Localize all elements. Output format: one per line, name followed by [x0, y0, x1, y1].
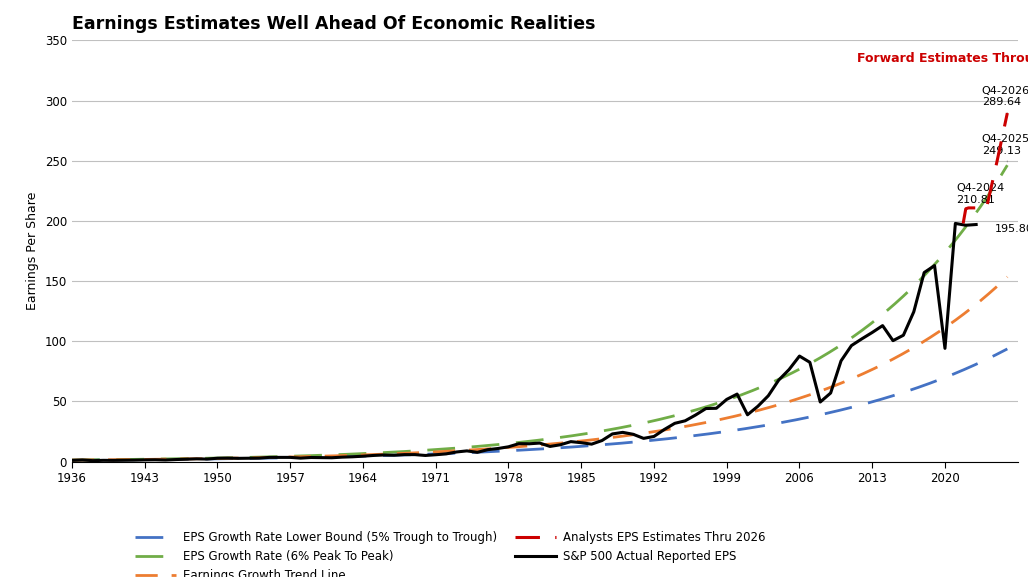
S&P 500 Actual Reported EPS [326, 454, 338, 461]
Earnings Growth Trend Line [1001, 273, 1014, 280]
Earnings Growth Trend Line [871, 364, 883, 370]
Line: S&P 500 Actual Reported EPS: S&P 500 Actual Reported EPS [72, 223, 977, 460]
Earnings Growth Trend Line [66, 456, 78, 463]
Line: Analysts EPS Estimates Thru 2026: Analysts EPS Estimates Thru 2026 [963, 113, 1007, 223]
EPS Growth Rate (6% Peak To Peak) [66, 456, 78, 463]
Text: 195.80: 195.80 [995, 224, 1028, 234]
EPS Growth Rate Lower Bound (5% Trough to Trough) [662, 435, 674, 442]
Text: Forward Estimates Through 2026: Forward Estimates Through 2026 [856, 52, 1028, 65]
S&P 500 Actual Reported EPS [783, 366, 796, 373]
EPS Growth Rate Lower Bound (5% Trough to Trough) [609, 440, 621, 447]
EPS Growth Rate (6% Peak To Peak) [871, 315, 883, 322]
Text: Q4-2026
289.64: Q4-2026 289.64 [982, 86, 1028, 113]
Analysts EPS Estimates Thru 2026 [957, 220, 969, 227]
EPS Growth Rate (6% Peak To Peak) [662, 414, 674, 421]
EPS Growth Rate (6% Peak To Peak) [775, 374, 787, 381]
Analysts EPS Estimates Thru 2026 [991, 158, 1003, 165]
Text: Earnings Estimates Well Ahead Of Economic Realities: Earnings Estimates Well Ahead Of Economi… [72, 15, 595, 33]
Earnings Growth Trend Line [775, 400, 787, 407]
EPS Growth Rate (6% Peak To Peak) [1001, 162, 1014, 168]
EPS Growth Rate (6% Peak To Peak) [633, 421, 646, 428]
S&P 500 Actual Reported EPS [523, 440, 536, 447]
Analysts EPS Estimates Thru 2026 [981, 204, 993, 211]
EPS Growth Rate Lower Bound (5% Trough to Trough) [775, 419, 787, 426]
Legend: EPS Growth Rate Lower Bound (5% Trough to Trough), EPS Growth Rate (6% Peak To P: EPS Growth Rate Lower Bound (5% Trough t… [130, 526, 771, 577]
Analysts EPS Estimates Thru 2026 [970, 204, 983, 211]
EPS Growth Rate Lower Bound (5% Trough to Trough) [66, 457, 78, 464]
Earnings Growth Trend Line [662, 426, 674, 433]
Earnings Growth Trend Line [609, 434, 621, 441]
Line: Earnings Growth Trend Line: Earnings Growth Trend Line [72, 277, 1007, 460]
Line: EPS Growth Rate Lower Bound (5% Trough to Trough): EPS Growth Rate Lower Bound (5% Trough t… [72, 349, 1007, 460]
EPS Growth Rate Lower Bound (5% Trough to Trough) [123, 456, 136, 463]
Text: Q4-2025
249.13: Q4-2025 249.13 [982, 134, 1028, 162]
Analysts EPS Estimates Thru 2026 [1001, 110, 1014, 117]
S&P 500 Actual Reported EPS [970, 221, 983, 228]
Earnings Growth Trend Line [123, 456, 136, 463]
S&P 500 Actual Reported EPS [336, 454, 348, 460]
S&P 500 Actual Reported EPS [86, 457, 99, 464]
Analysts EPS Estimates Thru 2026 [959, 205, 971, 212]
S&P 500 Actual Reported EPS [949, 220, 961, 227]
S&P 500 Actual Reported EPS [66, 457, 78, 464]
Line: EPS Growth Rate (6% Peak To Peak): EPS Growth Rate (6% Peak To Peak) [72, 165, 1007, 460]
EPS Growth Rate Lower Bound (5% Trough to Trough) [633, 438, 646, 445]
EPS Growth Rate Lower Bound (5% Trough to Trough) [1001, 346, 1014, 353]
S&P 500 Actual Reported EPS [97, 457, 109, 464]
EPS Growth Rate (6% Peak To Peak) [123, 456, 136, 463]
EPS Growth Rate (6% Peak To Peak) [609, 425, 621, 432]
Analysts EPS Estimates Thru 2026 [962, 204, 975, 211]
Y-axis label: Earnings Per Share: Earnings Per Share [27, 192, 39, 310]
Earnings Growth Trend Line [633, 430, 646, 437]
Text: Q4-2024
210.81: Q4-2024 210.81 [956, 183, 1004, 208]
EPS Growth Rate Lower Bound (5% Trough to Trough) [871, 397, 883, 404]
S&P 500 Actual Reported EPS [607, 430, 619, 437]
